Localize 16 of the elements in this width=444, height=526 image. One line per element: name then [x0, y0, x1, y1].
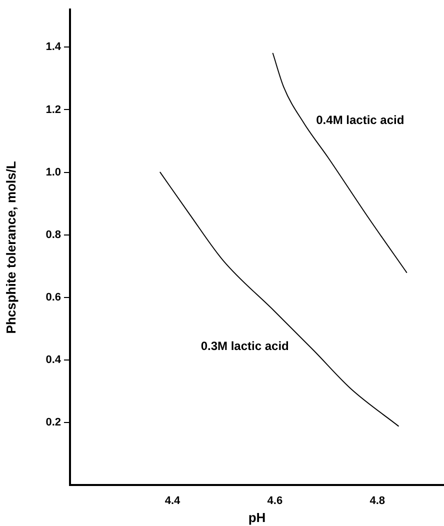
x-tick-label: 4.4 [164, 494, 181, 507]
y-tick-label: 0.2 [46, 416, 61, 429]
y-tick-label: 0.6 [46, 291, 61, 304]
line-series [272, 52, 408, 273]
line-series [160, 172, 399, 427]
x-axis-title: pH [248, 510, 266, 525]
series-label: 0.4M lactic acid [316, 112, 404, 127]
x-tick-label: 4.8 [370, 494, 386, 507]
x-tick-label: 4.6 [267, 494, 283, 507]
y-tick-label: 0.4 [46, 354, 62, 366]
y-tick-label: 0.8 [46, 228, 61, 241]
y-tick-label: 1.0 [46, 166, 61, 178]
y-tick-label: 1.2 [46, 104, 61, 116]
series-label: 0.3M lactic acid [200, 338, 289, 353]
y-tick-label: 1.4 [46, 41, 62, 54]
y-axis-title: Phcsphite tolerance, mols/L [3, 161, 18, 334]
